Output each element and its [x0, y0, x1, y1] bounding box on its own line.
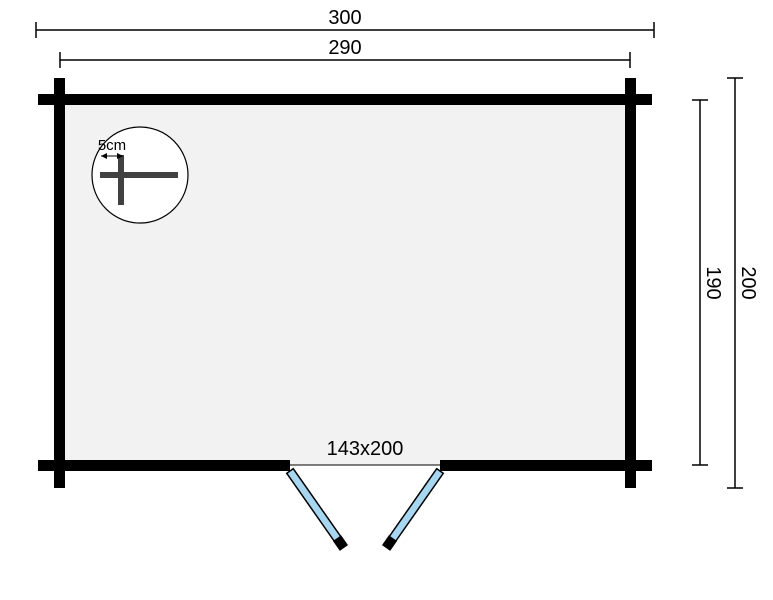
door-leaves	[286, 468, 444, 551]
wall-left	[54, 78, 65, 488]
wall-right	[625, 78, 636, 488]
wall-bottom-left	[38, 460, 290, 471]
door-dimension-label: 143x200	[327, 438, 404, 460]
wall-thickness-label: 5cm	[98, 137, 126, 154]
wall-top	[38, 94, 652, 105]
dim-outer-width-label: 300	[328, 7, 361, 29]
dim-top-outer: 300	[36, 7, 654, 38]
floorplan-diagram: 300 290 200 190 143x200	[0, 0, 773, 600]
wall-detail-circle: 5cm	[92, 127, 188, 223]
dim-right-inner: 190	[692, 100, 724, 465]
dim-outer-height-label: 200	[737, 266, 759, 299]
dim-right-outer: 200	[727, 78, 759, 488]
dim-inner-width-label: 290	[328, 37, 361, 59]
dim-inner-height-label: 190	[702, 266, 724, 299]
wall-bottom-right	[440, 460, 652, 471]
dim-top-inner: 290	[60, 37, 630, 68]
